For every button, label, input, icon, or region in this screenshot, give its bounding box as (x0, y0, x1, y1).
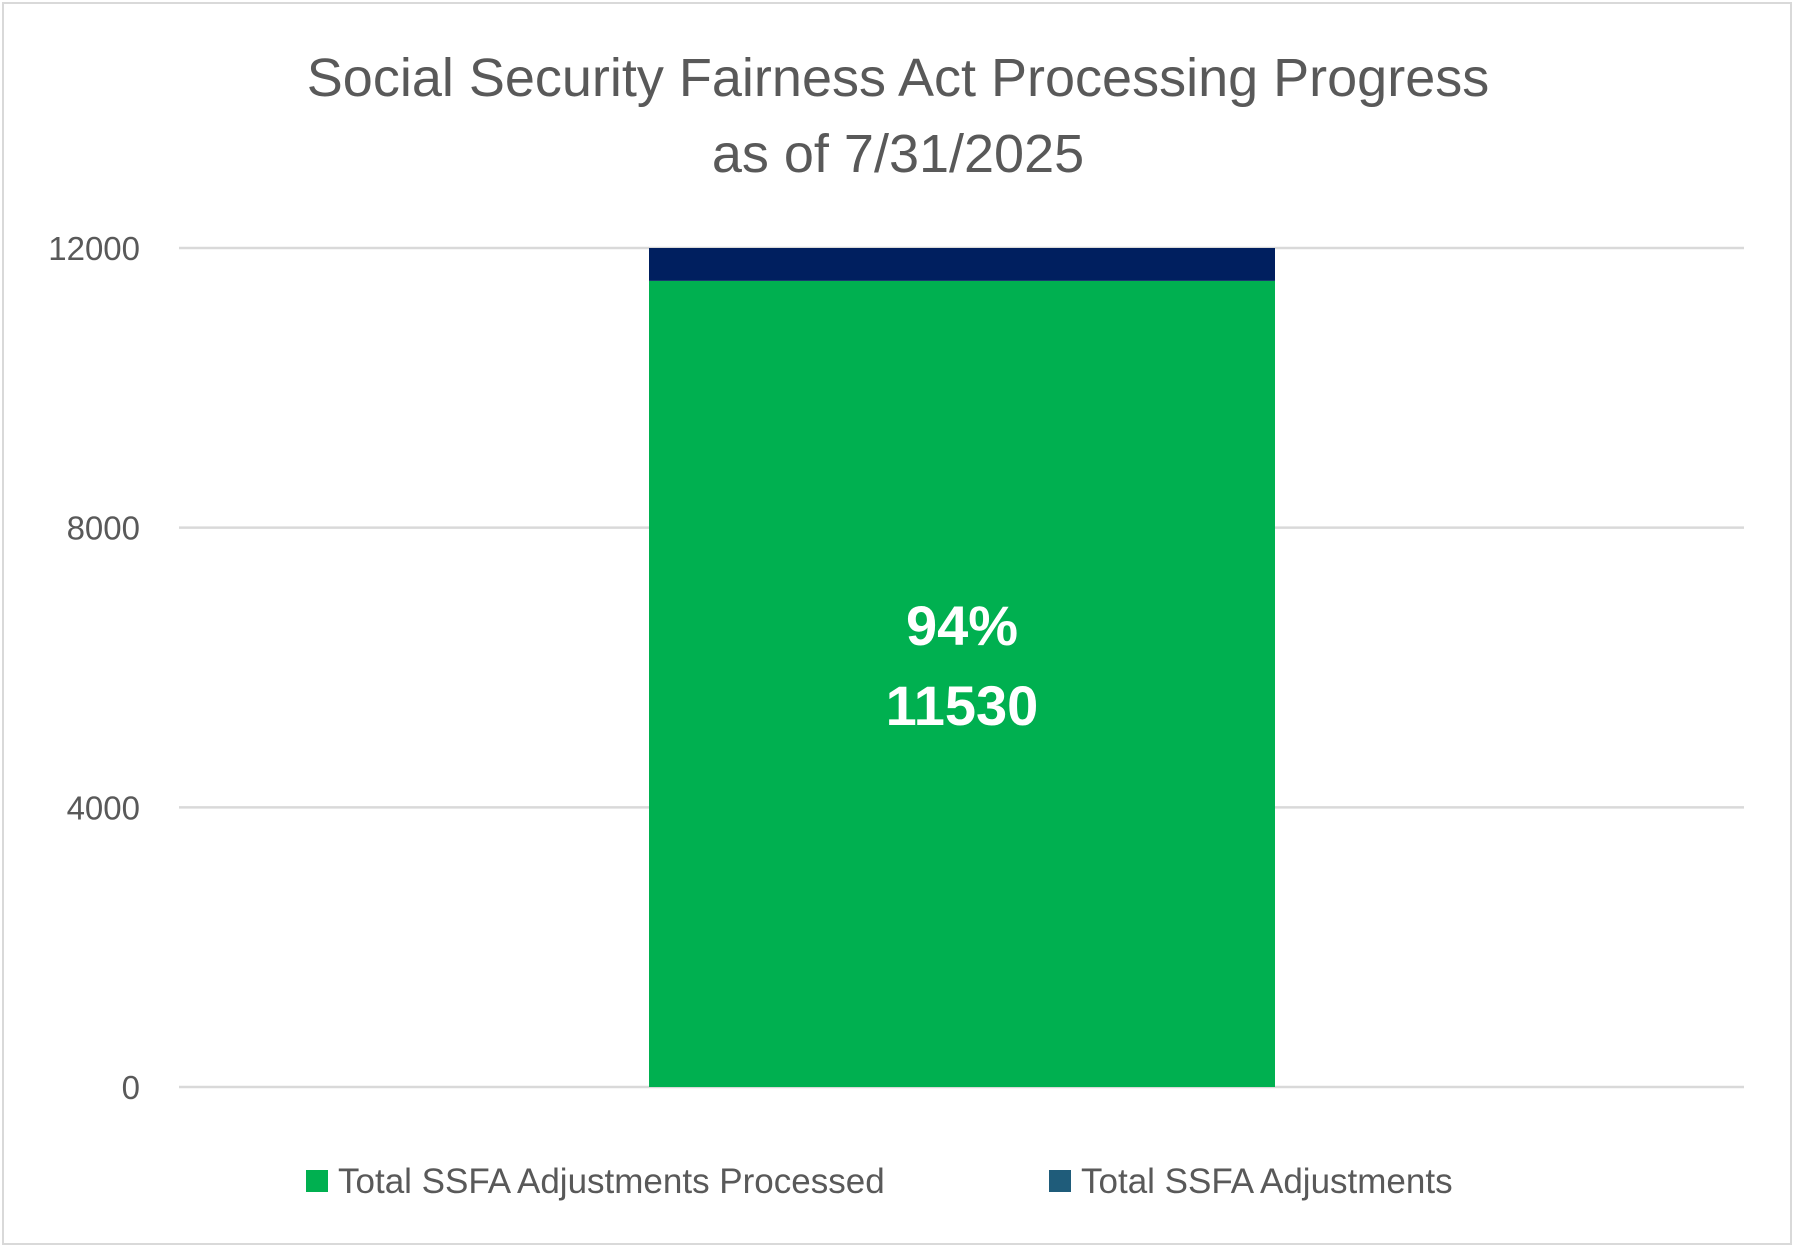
bar-stack (649, 248, 1275, 1087)
y-tick-label-12000: 12000 (48, 230, 140, 267)
chart-title-line-2: as of 7/31/2025 (712, 124, 1084, 184)
legend-label-1: Total SSFA Adjustments Processed (338, 1162, 885, 1201)
data-labels: 94% 11530 (886, 594, 1039, 737)
legend-swatch-2 (1049, 1170, 1071, 1192)
chart-title-line-1: Social Security Fairness Act Processing … (307, 48, 1489, 108)
y-tick-label-0: 0 (122, 1069, 140, 1106)
legend-swatch-1 (306, 1170, 328, 1192)
data-label-line-2: 11530 (886, 674, 1039, 737)
legend-label-2: Total SSFA Adjustments (1081, 1162, 1453, 1201)
bar-segment-remaining (649, 248, 1275, 281)
y-tick-label-4000: 4000 (67, 789, 140, 826)
y-axis-tick-labels: 0 4000 8000 12000 (48, 230, 140, 1106)
y-tick-label-8000: 8000 (67, 510, 140, 547)
data-label-line-1: 94% (906, 594, 1018, 657)
bar-segment-processed (649, 280, 1275, 1087)
legend: Total SSFA Adjustments Processed Total SS… (306, 1162, 1453, 1201)
